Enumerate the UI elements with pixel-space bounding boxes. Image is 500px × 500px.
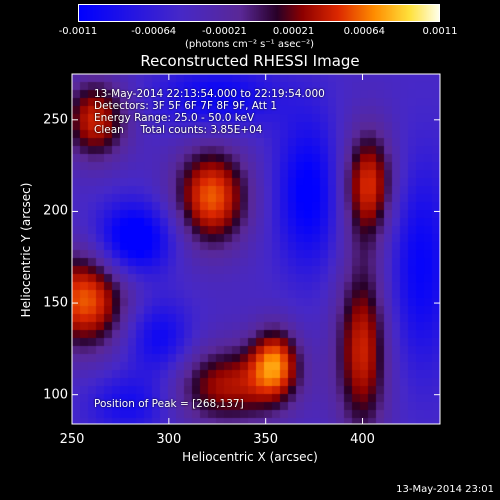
colorbar xyxy=(78,4,440,22)
y-tick-label: 150 xyxy=(43,295,68,311)
x-tick-label: 300 xyxy=(156,432,182,447)
x-tick-label: 400 xyxy=(350,432,375,447)
colorbar-tick-label: -0.00021 xyxy=(201,26,247,37)
colorbar-tick-label: -0.00064 xyxy=(131,26,177,37)
y-tick-label: 100 xyxy=(43,387,68,403)
x-axis-label: Heliocentric X (arcsec) xyxy=(182,450,318,464)
colorbar-tick-label: 0.0011 xyxy=(422,26,458,37)
annotation-peak-position: Position of Peak = [268,137] xyxy=(94,398,244,410)
x-tick-label: 350 xyxy=(253,432,279,447)
annotation-energy: Energy Range: 25.0 - 50.0 keV xyxy=(94,112,255,124)
chart-title: Reconstructed RHESSI Image xyxy=(140,52,360,70)
colorbar-tick-label: -0.0011 xyxy=(58,26,98,37)
annotation-time-range: 13-May-2014 22:13:54.000 to 22:19:54.000 xyxy=(94,88,325,100)
x-tick-label: 250 xyxy=(59,432,85,447)
heatmap-image xyxy=(72,74,440,424)
plot-border xyxy=(71,73,441,425)
annotation-clean: Clean Total counts: 3.85E+04 xyxy=(94,124,263,136)
colorbar-tick-label: 0.00021 xyxy=(272,26,315,37)
annotation-detectors: Detectors: 3F 5F 6F 7F 8F 9F, Att 1 xyxy=(94,100,278,112)
colorbar-units: (photons cm⁻² s⁻¹ asec⁻²) xyxy=(185,39,315,50)
colorbar-tick-label: 0.00064 xyxy=(343,26,385,37)
y-tick-label: 200 xyxy=(43,203,68,219)
y-axis-label: Heliocentric Y (arcsec) xyxy=(19,182,33,318)
timestamp: 13-May-2014 23:01 xyxy=(396,484,494,495)
y-tick-label: 250 xyxy=(43,112,68,128)
